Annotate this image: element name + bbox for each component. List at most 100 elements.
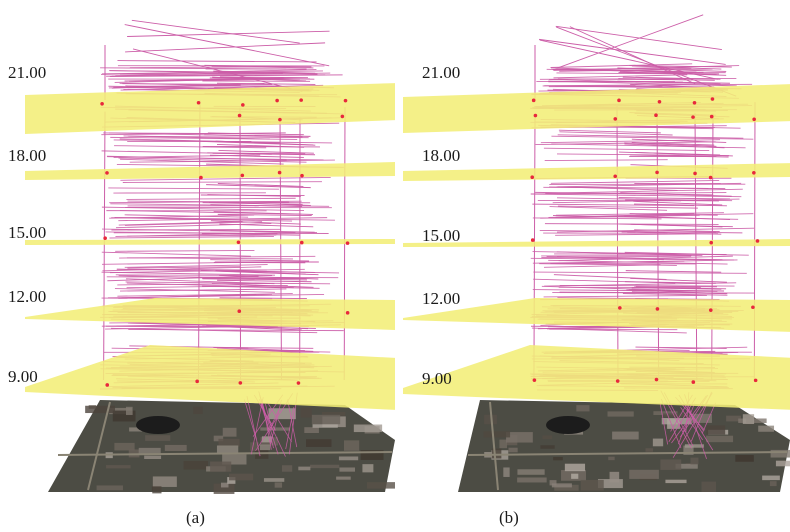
trajectory-line bbox=[556, 26, 737, 97]
trajectory-line bbox=[550, 180, 720, 184]
basemap-block bbox=[549, 480, 557, 486]
stay-point bbox=[693, 171, 697, 176]
trajectory-line bbox=[552, 198, 740, 204]
trajectory-line bbox=[634, 285, 717, 288]
trajectory-line bbox=[533, 271, 747, 274]
stay-point bbox=[752, 117, 756, 122]
basemap-block bbox=[484, 414, 497, 425]
basemap-block bbox=[683, 445, 694, 455]
trajectory-line bbox=[126, 282, 294, 289]
basemap-block bbox=[250, 442, 259, 451]
stay-point bbox=[708, 308, 713, 312]
time-plane bbox=[25, 162, 395, 180]
basemap-block bbox=[706, 425, 726, 435]
stay-point bbox=[657, 99, 662, 104]
trajectory-line bbox=[101, 69, 317, 75]
basemap-block bbox=[362, 464, 374, 473]
stay-segment bbox=[279, 116, 283, 381]
basemap-block bbox=[312, 424, 338, 428]
basemap-block bbox=[491, 448, 502, 459]
trajectory-line bbox=[543, 147, 710, 151]
trajectory-line bbox=[120, 288, 287, 292]
stay-point bbox=[755, 239, 760, 243]
basemap-block bbox=[667, 419, 680, 429]
trajectory-line bbox=[265, 403, 273, 431]
trajectory-line bbox=[559, 68, 713, 72]
trajectory-line bbox=[556, 14, 704, 69]
basemap-block bbox=[609, 471, 620, 483]
stay-point bbox=[618, 306, 622, 310]
trajectory-line bbox=[207, 132, 304, 136]
trajectory-line bbox=[216, 82, 316, 85]
time-label-15: 15.00 bbox=[422, 226, 461, 245]
stay-point bbox=[530, 175, 535, 180]
basemap-block bbox=[310, 464, 340, 469]
basemap-block bbox=[576, 405, 590, 412]
trajectory-line bbox=[212, 152, 316, 156]
basemap-block bbox=[210, 461, 232, 472]
trajectory-line bbox=[124, 264, 268, 268]
basemap-block bbox=[229, 473, 254, 481]
basemap-block bbox=[152, 486, 162, 494]
basemap-block bbox=[571, 473, 579, 479]
trajectory-line bbox=[107, 275, 259, 282]
trajectory-line bbox=[210, 259, 310, 262]
trajectory-line bbox=[630, 223, 723, 228]
trajectory-line bbox=[211, 283, 314, 288]
basemap-block bbox=[263, 478, 285, 482]
trajectory-line bbox=[108, 187, 279, 190]
time-plane bbox=[403, 239, 790, 247]
basemap-block bbox=[360, 450, 384, 460]
trajectory-line bbox=[115, 274, 273, 276]
time-plane bbox=[403, 345, 790, 410]
stay-point bbox=[105, 383, 110, 387]
trajectory-line bbox=[543, 264, 661, 268]
basemap-block bbox=[665, 479, 687, 484]
basemap-lake bbox=[136, 416, 180, 434]
stay-point bbox=[691, 380, 696, 384]
basemap-block bbox=[138, 447, 161, 455]
trajectory-line bbox=[270, 399, 282, 445]
trajectory-line bbox=[127, 30, 330, 37]
trajectory-line bbox=[218, 150, 314, 154]
time-label-12: 12.00 bbox=[8, 287, 47, 306]
trajectory-line bbox=[701, 402, 716, 434]
trajectory-line bbox=[544, 159, 668, 161]
trajectory-line bbox=[111, 228, 281, 231]
time-label-12: 12.00 bbox=[422, 289, 461, 308]
basemap-block bbox=[770, 449, 790, 458]
trajectory-line bbox=[213, 70, 316, 74]
basemap-block bbox=[85, 405, 116, 414]
trajectory-line bbox=[126, 197, 296, 200]
basemap-block bbox=[152, 476, 177, 487]
trajectory-line bbox=[118, 220, 243, 226]
stay-point bbox=[300, 173, 304, 178]
basemap-block bbox=[551, 483, 572, 488]
trajectory-line bbox=[124, 214, 249, 218]
trajectory-line bbox=[557, 197, 733, 202]
basemap-block bbox=[274, 482, 283, 488]
trajectory-line bbox=[628, 289, 725, 292]
basemap-block bbox=[506, 432, 533, 443]
stay-point bbox=[615, 379, 620, 383]
trajectory-line bbox=[267, 402, 292, 442]
basemap-block bbox=[304, 427, 319, 434]
basemap-block bbox=[259, 444, 271, 451]
basemap-block bbox=[311, 414, 341, 425]
basemap-lake bbox=[546, 416, 590, 434]
trajectory-line bbox=[624, 215, 731, 220]
trajectory-line bbox=[540, 214, 700, 219]
basemap-block bbox=[553, 457, 563, 461]
trajectory-line bbox=[631, 65, 722, 70]
trajectory-line bbox=[120, 176, 331, 181]
trajectory-line bbox=[210, 229, 315, 233]
trajectory-line bbox=[569, 26, 696, 85]
trajectory-line bbox=[128, 329, 344, 332]
stay-point bbox=[613, 174, 618, 179]
stay-point bbox=[617, 98, 621, 103]
trajectory-line bbox=[629, 213, 718, 216]
trajectory-line bbox=[114, 288, 275, 293]
time-planes bbox=[403, 84, 790, 410]
time-label-18: 18.00 bbox=[422, 146, 461, 165]
trajectory-line bbox=[207, 194, 301, 197]
